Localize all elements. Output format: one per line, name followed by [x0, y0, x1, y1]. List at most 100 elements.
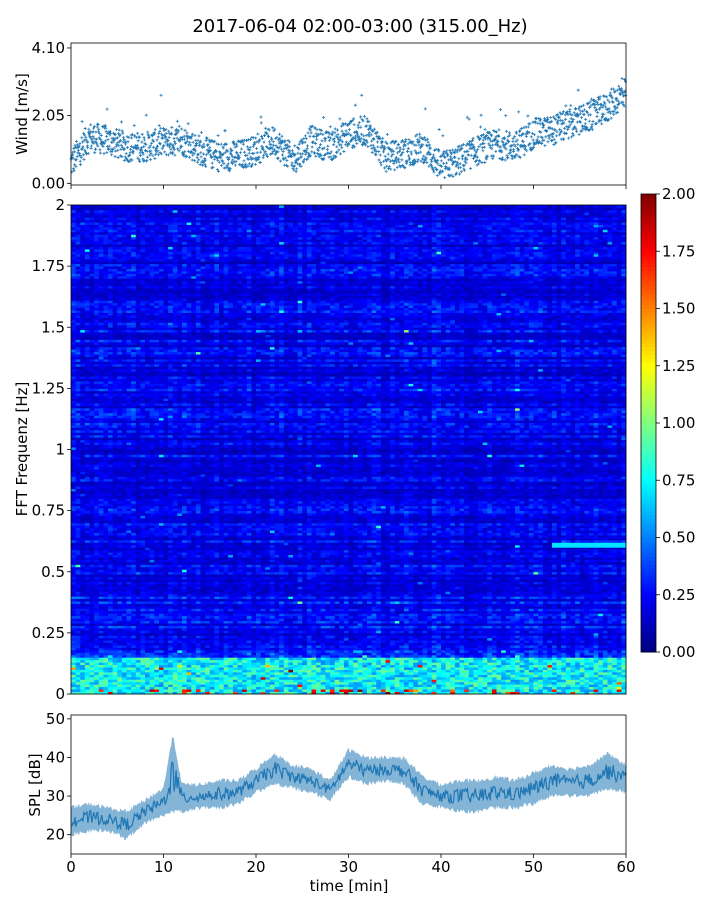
spectrogram-cell: [580, 630, 585, 633]
spectrogram-cell: [173, 657, 178, 660]
spectrogram-cell: [298, 665, 303, 668]
spectrogram-cell: [108, 684, 113, 687]
spectrogram-cell: [159, 643, 164, 646]
spectrogram-cell: [238, 670, 243, 673]
spectrogram-cell: [113, 665, 118, 668]
spectrogram-cell: [103, 667, 108, 670]
spectrogram-cell: [524, 648, 529, 651]
spectrogram-cell: [395, 674, 400, 677]
spectrogram-cell: [446, 667, 451, 670]
spectrogram-cell: [275, 657, 280, 660]
spectrogram-cell: [608, 660, 613, 663]
spectrogram-cell: [543, 635, 548, 638]
spectrogram-cell: [293, 670, 298, 673]
wind-point: [378, 158, 381, 161]
spectrogram-cell: [270, 665, 275, 668]
wind-point: [445, 162, 448, 165]
spectrogram-cell: [432, 655, 437, 658]
spectrogram-cell: [344, 684, 349, 687]
spectrogram-cell: [80, 677, 85, 680]
spectrogram-cell: [85, 682, 90, 685]
wind-point: [272, 144, 275, 147]
wind-point: [435, 168, 438, 171]
wind-point: [359, 115, 362, 118]
spectrogram-cell: [136, 630, 141, 633]
spectrogram-cell: [238, 645, 243, 648]
spectrogram-cell: [432, 677, 437, 680]
wind-point: [121, 129, 124, 132]
spectrogram-cell: [441, 645, 446, 648]
spectrogram-cell: [228, 650, 233, 653]
wind-point: [378, 137, 381, 140]
spectrogram-cell: [302, 648, 307, 651]
spectrogram-cell: [510, 674, 515, 677]
spectrogram-cell: [201, 630, 206, 633]
spectrogram-cell: [210, 660, 215, 663]
spectrogram-cell: [353, 682, 358, 685]
spectrogram-cell: [358, 662, 363, 665]
spectrogram-cell: [127, 670, 132, 673]
spectrogram-cell: [441, 660, 446, 663]
spectrogram-cell: [529, 640, 534, 643]
wind-point: [385, 170, 388, 173]
spectrogram-cell: [372, 677, 377, 680]
wind-point: [531, 121, 534, 124]
spectrogram-cell: [358, 687, 363, 690]
spectrogram-cell: [436, 679, 441, 682]
spectrogram-cell: [321, 650, 326, 653]
spectrogram-cell: [413, 674, 418, 677]
spectrogram-cell: [580, 645, 585, 648]
spectrogram-cell: [122, 652, 127, 655]
wind-point: [192, 141, 195, 144]
spectrogram-cell: [173, 630, 178, 633]
spectrogram-cell: [298, 645, 303, 648]
spectrogram-cell: [154, 665, 159, 668]
spectrogram-cell: [344, 633, 349, 636]
spectrogram-cell: [99, 662, 104, 665]
spectrogram-cell: [145, 643, 150, 646]
spectrogram-cell: [127, 652, 132, 655]
spectrogram-cell: [117, 650, 122, 653]
spectrogram-cell: [617, 657, 622, 660]
spectrogram-cell: [127, 679, 132, 682]
spectrogram-cell: [140, 679, 145, 682]
wind-point: [127, 140, 130, 143]
spectrogram-cell: [191, 682, 196, 685]
spectrogram-cell: [279, 655, 284, 658]
spectrogram-cell: [455, 630, 460, 633]
spectrogram-cell: [205, 630, 210, 633]
spectrogram-cell: [136, 672, 141, 675]
spectrogram-cell: [386, 652, 391, 655]
spectrogram-cell: [423, 633, 428, 636]
spectrogram-cell: [210, 640, 215, 643]
spectrogram-cell: [362, 655, 367, 658]
wind-point: [89, 123, 92, 126]
spectrogram-cell: [353, 679, 358, 682]
spectrogram-cell: [487, 677, 492, 680]
spectrogram-cell: [423, 677, 428, 680]
spectrogram-cell: [598, 635, 603, 638]
spectrogram-cell: [108, 670, 113, 673]
spectrogram-cell: [534, 643, 539, 646]
spectrogram-cell: [233, 657, 238, 660]
spectrogram-cell: [557, 630, 562, 633]
spectrogram-cell: [196, 648, 201, 651]
spectrogram-cell: [534, 665, 539, 668]
spectrogram-cell: [316, 643, 321, 646]
spectrogram-cell: [177, 687, 182, 690]
spectrogram-cell: [547, 665, 552, 668]
spectrogram-cell: [473, 677, 478, 680]
spectrogram-cell: [594, 657, 599, 660]
wind-point: [457, 157, 460, 160]
spectrogram-cell: [275, 674, 280, 677]
spectrogram-cell: [321, 630, 326, 633]
spectrogram-cell: [205, 674, 210, 677]
wind-point: [204, 165, 207, 168]
spectrogram-cell: [427, 689, 432, 692]
spectrogram-cell: [432, 660, 437, 663]
spectrogram-cell: [483, 670, 488, 673]
spectrogram-cell: [284, 674, 289, 677]
wind-point: [422, 155, 425, 158]
spectrogram-cell: [307, 670, 312, 673]
wind-point: [200, 155, 203, 158]
